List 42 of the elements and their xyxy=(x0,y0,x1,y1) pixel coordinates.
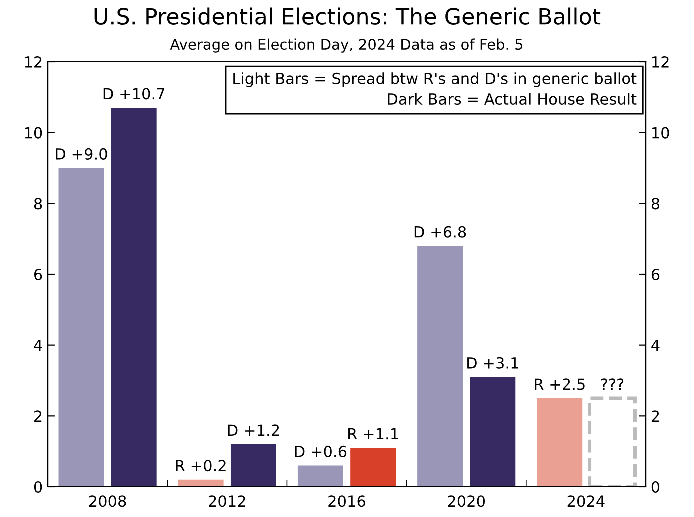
data-label: R +1.1 xyxy=(348,428,398,440)
data-label: D +9.0 xyxy=(56,148,108,160)
bar xyxy=(111,108,157,487)
bar xyxy=(470,377,516,487)
x-tick-label: 2012 xyxy=(209,496,246,508)
data-label: R +0.2 xyxy=(176,460,226,472)
y2-tick-label: 6 xyxy=(652,268,660,281)
y-tick-label: 4 xyxy=(34,340,42,352)
data-label: D +0.6 xyxy=(295,446,347,458)
x-tick-label: 2008 xyxy=(89,496,126,508)
y2-tick-label: 10 xyxy=(652,127,670,139)
x-tick-label: 2020 xyxy=(448,496,486,508)
y-tick-label: 6 xyxy=(34,268,42,281)
data-label: D +6.8 xyxy=(414,226,466,238)
bar xyxy=(537,398,583,487)
y2-tick-label: 2 xyxy=(652,410,660,422)
y-tick-label: 8 xyxy=(34,198,42,210)
y-tick-label: 2 xyxy=(34,410,42,422)
y2-tick-label: 0 xyxy=(652,481,660,494)
bar xyxy=(230,444,276,487)
bar xyxy=(58,168,104,487)
bar xyxy=(178,480,224,487)
bar xyxy=(350,448,396,487)
y-tick-label: 0 xyxy=(34,481,42,494)
data-label: D +3.1 xyxy=(468,357,518,369)
chart-title: U.S. Presidential Elections: The Generic Ballot xyxy=(94,8,601,25)
x-tick-label: 2024 xyxy=(568,496,605,508)
data-label: R +2.5 xyxy=(535,378,585,390)
x-tick-label: 2016 xyxy=(328,496,366,508)
annotation: Light Bars = Spread btw R's and D's in generic ballot xyxy=(234,72,637,88)
bar xyxy=(298,466,344,487)
y2-tick-label: 4 xyxy=(652,340,660,352)
y-tick-label: 12 xyxy=(25,56,42,68)
data-label: D +10.7 xyxy=(104,88,165,100)
chart-subtitle: Average on Election Day, 2024 Data as of Feb. 5 xyxy=(170,38,523,53)
y-tick-label: 10 xyxy=(25,127,42,139)
bar xyxy=(418,246,464,487)
data-label: D +1.2 xyxy=(228,424,280,436)
y2-tick-label: 8 xyxy=(652,198,660,210)
annotation: Dark Bars = Actual House Result xyxy=(388,93,637,106)
y2-tick-label: 12 xyxy=(652,56,669,68)
data-label: ??? xyxy=(601,378,624,390)
